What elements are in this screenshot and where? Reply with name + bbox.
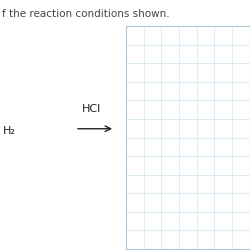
Text: f the reaction conditions shown.: f the reaction conditions shown.	[2, 9, 170, 19]
Text: H₂: H₂	[2, 126, 16, 136]
Text: HCl: HCl	[82, 104, 101, 114]
